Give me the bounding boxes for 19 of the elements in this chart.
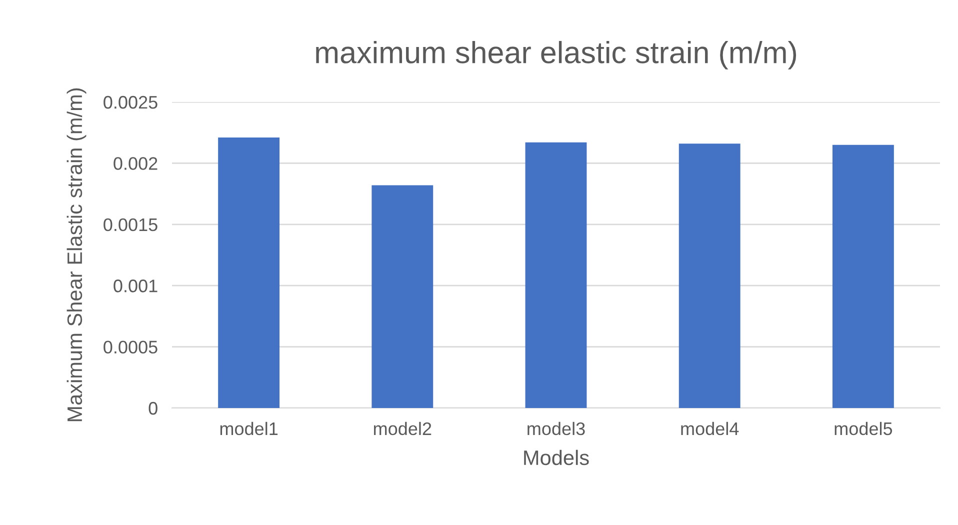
y-tick-label: 0.002 [114, 157, 158, 170]
bar [678, 144, 740, 408]
x-tick-label: model2 [374, 422, 432, 436]
bar [832, 144, 894, 408]
x-axis-title: Models [524, 450, 589, 466]
y-axis-title: Maximum Shear Elastic strain (m/m) [66, 88, 86, 422]
y-tick-label: 0 [148, 402, 158, 415]
x-tick-label: model3 [528, 422, 585, 436]
bar [218, 137, 280, 408]
y-tick-label: 0.0005 [104, 340, 158, 354]
x-tick-label: model1 [220, 422, 278, 436]
bar [525, 142, 587, 408]
x-tick-label: model5 [834, 422, 892, 436]
x-tick-label: model4 [681, 422, 739, 436]
chart-title: maximum shear elastic strain (m/m) [316, 40, 796, 70]
y-tick-label: 0.0025 [104, 96, 158, 109]
y-tick-label: 0.001 [114, 280, 158, 292]
bar [372, 185, 434, 408]
y-tick-label: 0.0015 [104, 218, 158, 232]
